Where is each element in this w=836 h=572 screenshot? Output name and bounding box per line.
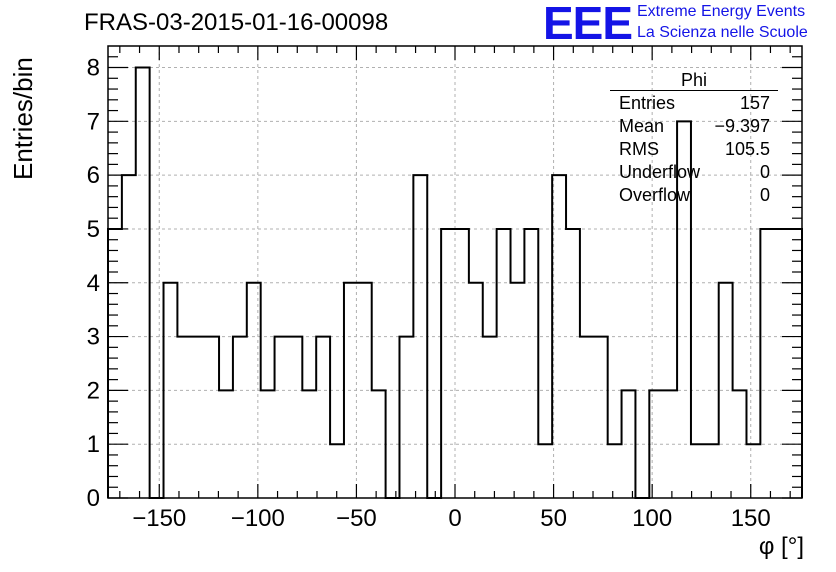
y-tick-label: 6 <box>87 162 100 189</box>
y-tick-label: 2 <box>87 377 100 404</box>
stats-label: Underflow <box>619 162 701 182</box>
y-axis-label: Entries/bin <box>8 57 38 180</box>
x-tick-label: −150 <box>132 505 186 532</box>
x-tick-label: 50 <box>540 505 567 532</box>
y-tick-label: 7 <box>87 108 100 135</box>
x-tick-label: 150 <box>731 505 771 532</box>
stats-row-entries: Entries 157 <box>610 92 778 115</box>
x-tick-label: −100 <box>231 505 285 532</box>
stats-value: 0 <box>759 162 770 182</box>
stats-rule <box>610 90 778 91</box>
x-tick-label: −50 <box>336 505 377 532</box>
y-tick-label: 5 <box>87 216 100 243</box>
logo-line-2: La Scienza nelle Scuole <box>637 24 808 41</box>
y-tick-label: 1 <box>87 431 100 458</box>
stats-box: Phi Entries 157 Mean −9.397 RMS 105.5 Un… <box>610 70 778 207</box>
y-tick-label: 0 <box>87 485 100 512</box>
stats-value: 105.5 <box>724 139 770 159</box>
x-axis-label: φ [°] <box>758 533 804 560</box>
y-tick-label: 4 <box>87 270 100 297</box>
stats-row-mean: Mean −9.397 <box>610 115 778 138</box>
y-tick-label: 8 <box>87 55 100 82</box>
axis-ticks <box>108 46 802 499</box>
chart-title: FRAS-03-2015-01-16-00098 <box>84 9 389 36</box>
stats-label: Mean <box>619 116 665 136</box>
stats-label: Overflow <box>619 185 691 205</box>
stats-label: Entries <box>619 93 676 113</box>
stats-title: Phi <box>680 70 707 90</box>
tick-labels: −150 −100 −50 0 50 100 150 0 1 2 3 4 5 6 7 8 <box>87 55 771 532</box>
histogram-outline <box>107 66 803 499</box>
stats-value: 0 <box>759 185 770 205</box>
eee-logo: EEE <box>543 0 633 49</box>
stats-row-overflow: Overflow 0 <box>610 184 778 207</box>
stats-label: RMS <box>619 139 659 159</box>
logo-line-1: Extreme Energy Events <box>637 3 806 20</box>
y-tick-label: 3 <box>87 324 100 351</box>
x-tick-label: 100 <box>632 505 672 532</box>
stats-row-rms: RMS 105.5 <box>610 138 778 161</box>
stats-value: 157 <box>739 93 770 113</box>
x-tick-label: 0 <box>448 505 461 532</box>
stats-row-underflow: Underflow 0 <box>610 161 778 184</box>
stats-value: −9.397 <box>714 116 770 136</box>
